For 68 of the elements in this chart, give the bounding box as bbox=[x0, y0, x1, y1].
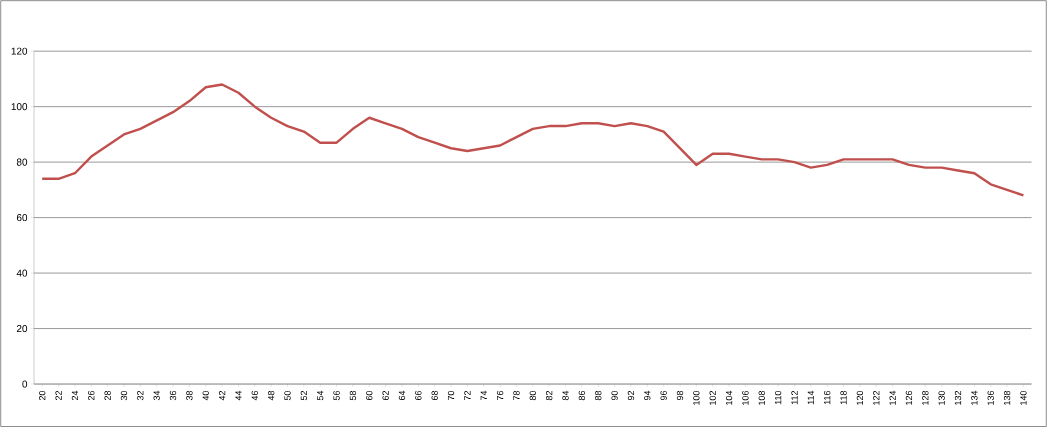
x-tick-label: 112 bbox=[791, 390, 798, 405]
x-tick-label: 132 bbox=[954, 390, 962, 405]
x-tick-label: 40 bbox=[202, 390, 209, 401]
x-tick-label: 82 bbox=[545, 390, 553, 401]
y-tick-label: 0 bbox=[22, 380, 28, 388]
x-tick-label: 54 bbox=[317, 390, 324, 401]
x-tick-label: 70 bbox=[447, 390, 455, 400]
y-tick-label: 20 bbox=[16, 324, 28, 332]
x-tick-label: 38 bbox=[186, 390, 193, 401]
x-tick-label: 20 bbox=[39, 390, 46, 400]
x-tick-label: 92 bbox=[627, 390, 635, 400]
x-tick-label: 76 bbox=[496, 390, 504, 400]
x-tick-label: 124 bbox=[889, 390, 896, 405]
x-tick-label: 108 bbox=[758, 390, 765, 405]
x-tick-label: 96 bbox=[660, 390, 667, 400]
x-tick-label: 86 bbox=[578, 390, 586, 401]
x-tick-label: 88 bbox=[595, 390, 602, 401]
x-tick-label: 140 bbox=[1020, 390, 1027, 405]
x-tick-label: 64 bbox=[398, 390, 406, 400]
x-tick-label: 50 bbox=[284, 390, 291, 401]
x-tick-label: 120 bbox=[856, 390, 864, 405]
x-tick-label: 72 bbox=[464, 390, 471, 400]
x-tick-label: 34 bbox=[153, 390, 160, 401]
x-tick-label: 104 bbox=[725, 390, 733, 405]
x-tick-label: 36 bbox=[169, 390, 177, 401]
x-tick-label: 30 bbox=[120, 390, 128, 401]
x-tick-label: 98 bbox=[676, 390, 684, 400]
x-tick-label: 130 bbox=[938, 390, 945, 405]
y-tick-label: 40 bbox=[16, 269, 28, 277]
y-tick-label: 60 bbox=[16, 213, 28, 222]
x-tick-label: 136 bbox=[987, 390, 994, 405]
x-tick-label: 66 bbox=[415, 390, 422, 400]
x-tick-label: 80 bbox=[529, 390, 536, 401]
x-tick-label: 22 bbox=[55, 390, 62, 400]
x-tick-label: 128 bbox=[922, 390, 929, 405]
x-tick-label: 122 bbox=[873, 390, 880, 405]
x-tick-label: 74 bbox=[480, 390, 487, 400]
y-tick-label: 100 bbox=[11, 103, 28, 111]
x-tick-label: 56 bbox=[333, 390, 340, 401]
x-tick-label: 48 bbox=[267, 390, 275, 401]
x-tick-label: 58 bbox=[349, 390, 357, 401]
x-tick-label: 24 bbox=[71, 390, 79, 400]
x-tick-label: 78 bbox=[513, 390, 520, 400]
x-tick-label: 116 bbox=[824, 390, 831, 405]
x-tick-label: 110 bbox=[774, 390, 782, 405]
x-tick-label: 68 bbox=[431, 390, 438, 400]
x-tick-label: 106 bbox=[742, 390, 749, 405]
x-tick-label: 90 bbox=[611, 390, 618, 400]
x-tick-label: 134 bbox=[971, 390, 978, 405]
x-tick-label: 42 bbox=[218, 390, 226, 401]
x-tick-label: 118 bbox=[840, 390, 847, 405]
x-tick-label: 62 bbox=[382, 390, 389, 400]
x-tick-label: 52 bbox=[300, 390, 308, 401]
y-tick-label: 80 bbox=[16, 158, 28, 166]
x-tick-label: 138 bbox=[1003, 390, 1011, 405]
x-tick-label: 46 bbox=[251, 390, 258, 401]
x-tick-label: 28 bbox=[104, 390, 111, 400]
x-tick-label: 32 bbox=[137, 390, 144, 401]
x-tick-label: 100 bbox=[693, 390, 700, 405]
x-tick-label: 126 bbox=[905, 390, 913, 405]
x-tick-label: 94 bbox=[644, 390, 651, 400]
x-tick-label: 60 bbox=[366, 390, 373, 400]
y-tick-label: 120 bbox=[11, 47, 28, 55]
x-tick-label: 84 bbox=[562, 390, 569, 401]
x-tick-label: 26 bbox=[88, 390, 95, 400]
x-tick-label: 102 bbox=[709, 390, 716, 405]
x-tick-label: 114 bbox=[807, 390, 814, 405]
x-tick-label: 44 bbox=[235, 390, 242, 401]
